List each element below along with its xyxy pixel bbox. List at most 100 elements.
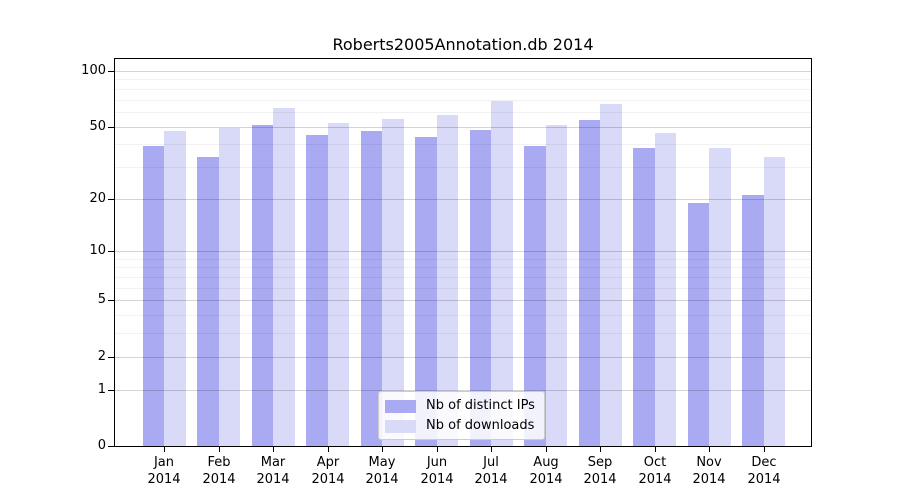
bar-downloads-nov — [709, 148, 731, 446]
x-label-year-jan: 2014 — [147, 472, 181, 487]
y-tick-10 — [108, 251, 114, 252]
x-label-year-may: 2014 — [365, 472, 399, 487]
y-tick-1 — [108, 390, 114, 391]
x-label-year-sep: 2014 — [583, 472, 617, 487]
x-label-month-jul: Jul — [483, 455, 499, 470]
bar-distinct-ips-oct — [633, 148, 655, 446]
x-tick-may — [382, 447, 383, 452]
minor-gridline-60 — [115, 112, 811, 113]
x-label-year-mar: 2014 — [256, 472, 290, 487]
x-label-year-apr: 2014 — [311, 472, 345, 487]
minor-gridline-4 — [115, 315, 811, 316]
x-tick-nov — [709, 447, 710, 452]
x-label-month-aug: Aug — [533, 455, 559, 470]
bar-distinct-ips-jun — [415, 136, 437, 446]
minor-gridline-30 — [115, 167, 811, 168]
major-gridline-1 — [115, 390, 811, 391]
y-tick-5 — [108, 300, 114, 301]
y-tick-label-50: 50 — [89, 119, 106, 134]
y-tick-label-0: 0 — [97, 438, 106, 453]
x-tick-aug — [546, 447, 547, 452]
bar-distinct-ips-jul — [469, 129, 492, 446]
bar-downloads-dec — [763, 157, 786, 446]
x-label-month-mar: Mar — [260, 455, 286, 470]
bar-downloads-jul — [491, 100, 513, 446]
bar-downloads-apr — [327, 123, 350, 446]
bar-distinct-ips-jan — [142, 146, 165, 446]
y-tick-2 — [108, 357, 114, 358]
bar-downloads-oct — [654, 133, 677, 446]
bar-distinct-ips-apr — [306, 134, 328, 446]
y-tick-20 — [108, 199, 114, 200]
bar-distinct-ips-dec — [742, 194, 764, 446]
y-tick-label-20: 20 — [89, 191, 106, 206]
x-label-year-feb: 2014 — [202, 472, 236, 487]
x-tick-mar — [273, 447, 274, 452]
y-tick-label-5: 5 — [97, 292, 106, 307]
legend-swatch-downloads — [385, 419, 416, 433]
x-label-month-sep: Sep — [587, 455, 613, 470]
x-tick-dec — [764, 447, 765, 452]
x-label-month-feb: Feb — [207, 455, 231, 470]
bar-distinct-ips-feb — [197, 157, 219, 446]
bar-distinct-ips-may — [360, 131, 383, 446]
x-label-year-nov: 2014 — [692, 472, 726, 487]
y-tick-50 — [108, 127, 114, 128]
y-tick-label-2: 2 — [97, 349, 106, 364]
x-label-year-dec: 2014 — [747, 472, 781, 487]
minor-gridline-80 — [115, 89, 811, 90]
x-label-month-may: May — [368, 455, 396, 470]
x-tick-jun — [437, 447, 438, 452]
x-label-month-dec: Dec — [751, 455, 777, 470]
minor-gridline-9 — [115, 259, 811, 260]
plot-area: Nb of distinct IPs Nb of downloads — [114, 58, 812, 447]
major-gridline-10 — [115, 251, 811, 252]
bar-distinct-ips-mar — [251, 124, 274, 446]
major-gridline-2 — [115, 357, 811, 358]
bar-downloads-aug — [545, 124, 568, 446]
y-tick-label-100: 100 — [81, 63, 106, 78]
minor-gridline-70 — [115, 100, 811, 101]
y-tick-100 — [108, 71, 114, 72]
y-tick-label-10: 10 — [89, 243, 106, 258]
x-label-year-jun: 2014 — [420, 472, 454, 487]
y-tick-0 — [108, 446, 114, 447]
bar-downloads-mar — [273, 108, 295, 446]
x-label-month-oct: Oct — [643, 455, 667, 470]
x-label-month-apr: Apr — [316, 455, 340, 470]
bar-downloads-jan — [164, 131, 186, 446]
minor-gridline-6 — [115, 288, 811, 289]
legend-label-distinct-ips: Nb of distinct IPs — [426, 398, 535, 413]
legend-label-downloads: Nb of downloads — [426, 418, 535, 433]
bar-downloads-jun — [436, 114, 459, 446]
major-gridline-50 — [115, 127, 811, 128]
bar-downloads-may — [382, 118, 404, 446]
minor-gridline-7 — [115, 277, 811, 278]
minor-gridline-40 — [115, 144, 811, 145]
legend-swatch-distinct-ips — [385, 399, 416, 413]
x-tick-jul — [491, 447, 492, 452]
x-tick-sep — [600, 447, 601, 452]
bar-downloads-sep — [600, 104, 622, 446]
x-tick-jan — [164, 447, 165, 452]
x-label-year-aug: 2014 — [529, 472, 563, 487]
x-label-month-jun: Jun — [426, 455, 448, 470]
minor-gridline-90 — [115, 79, 811, 80]
bar-downloads-feb — [218, 128, 241, 446]
major-gridline-20 — [115, 199, 811, 200]
chart-title: Roberts2005Annotation.db 2014 — [332, 35, 594, 54]
y-tick-label-1: 1 — [97, 382, 106, 397]
major-gridline-100 — [115, 71, 811, 72]
x-label-year-oct: 2014 — [638, 472, 672, 487]
x-label-month-jan: Jan — [153, 455, 175, 470]
bar-distinct-ips-sep — [578, 120, 601, 446]
minor-gridline-3 — [115, 333, 811, 334]
legend-item-downloads: Nb of downloads — [385, 416, 544, 436]
x-tick-oct — [655, 447, 656, 452]
legend-item-distinct-ips: Nb of distinct IPs — [385, 396, 544, 416]
legend: Nb of distinct IPs Nb of downloads — [378, 391, 545, 440]
x-label-month-nov: Nov — [696, 455, 722, 470]
x-tick-feb — [219, 447, 220, 452]
bar-distinct-ips-nov — [687, 202, 710, 446]
